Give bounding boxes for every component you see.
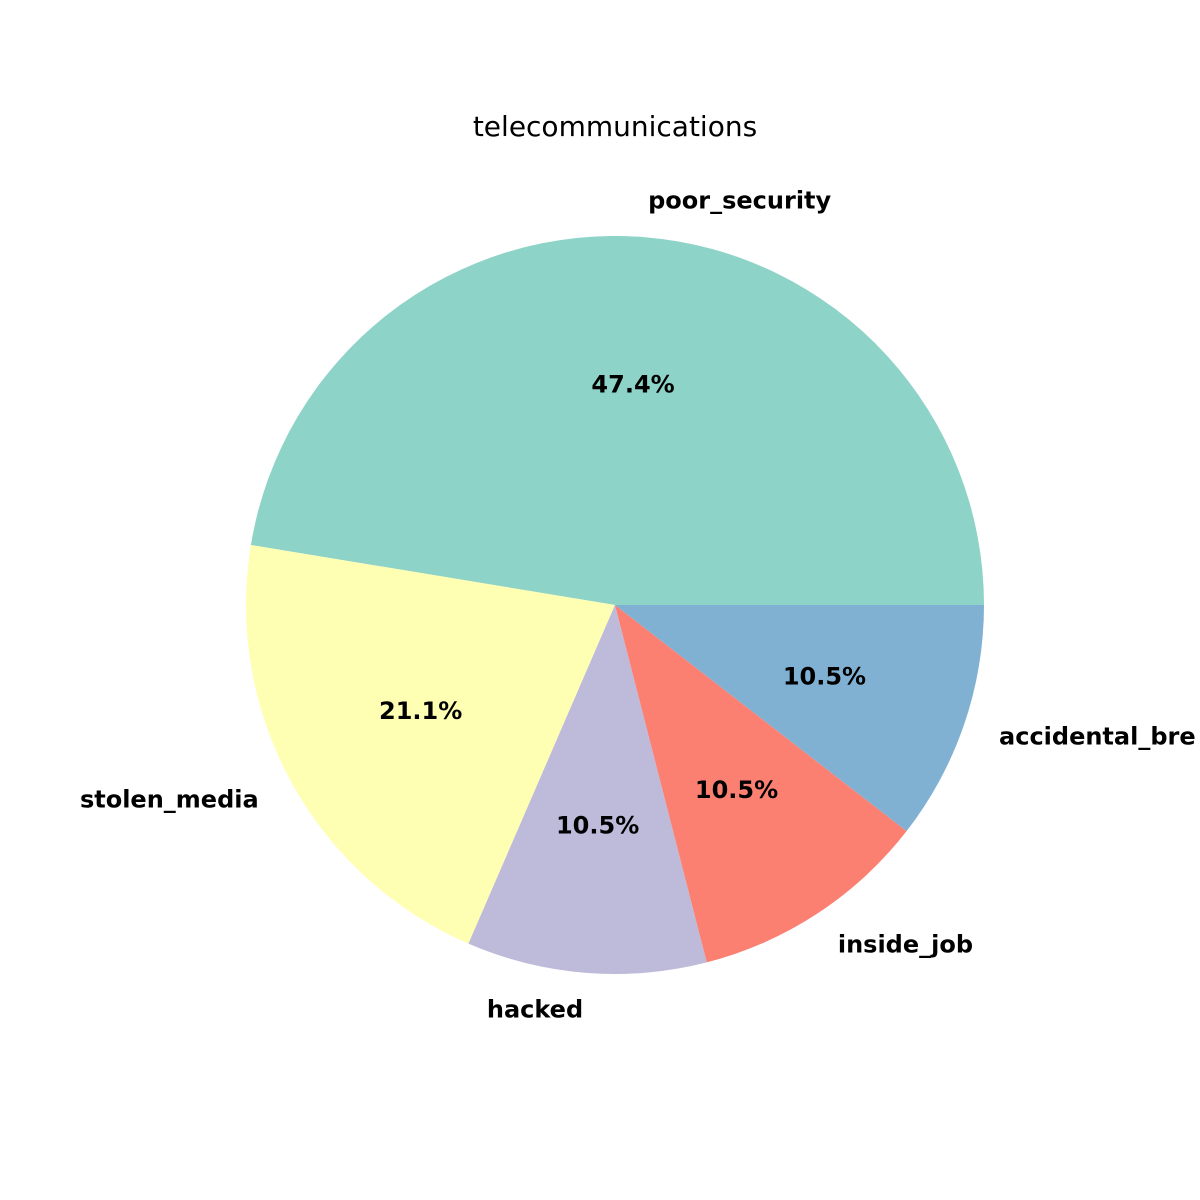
- slice-label-inside-job: inside_job: [838, 930, 973, 958]
- pie-slices: [245, 235, 984, 975]
- pie-slice-inside-job: [615, 605, 907, 963]
- pie-slice-stolen-media: [245, 544, 615, 944]
- slice-label-hacked: hacked: [487, 996, 583, 1024]
- pct-label-accidental-breach: 10.5%: [783, 663, 866, 691]
- pct-label-stolen-media: 21.1%: [379, 697, 462, 725]
- pie-slice-accidental-breach: [615, 605, 984, 832]
- pct-label-hacked: 10.5%: [556, 812, 639, 840]
- pct-label-inside-job: 10.5%: [695, 776, 778, 804]
- pct-label-poor-security: 47.4%: [591, 370, 674, 398]
- pie-labels: poor_security 47.4% stolen_media 21.1% hacke…: [80, 186, 1196, 1023]
- pie-slice-hacked: [468, 605, 707, 975]
- chart-title: telecommunications: [473, 110, 757, 143]
- pie-slice-poor-security: [250, 235, 984, 605]
- slice-label-poor-security: poor_security: [648, 186, 831, 214]
- slice-label-accidental-breach: accidental_bre: [999, 722, 1196, 750]
- slice-label-stolen-media: stolen_media: [80, 785, 259, 813]
